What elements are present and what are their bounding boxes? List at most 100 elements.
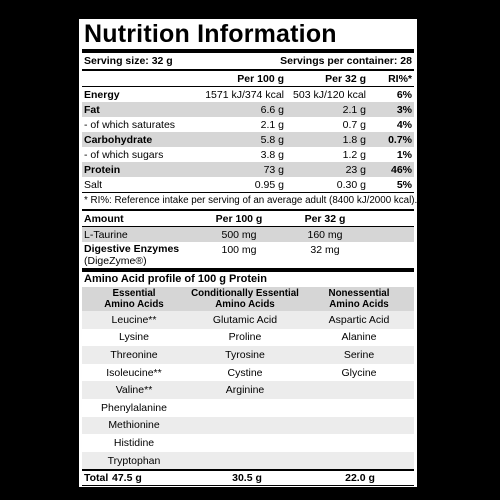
nutrient-name: Energy bbox=[84, 88, 120, 101]
ingredient-table: L-Taurine 500 mg 160 mg Digestive Enzymes (D… bbox=[82, 227, 414, 268]
amino-cell: Methionine bbox=[108, 419, 160, 432]
nutrition-header-cell: Per 100 g bbox=[237, 72, 284, 85]
ingredient-header-cell: Amount bbox=[84, 212, 124, 225]
nutrient-ri: 46% bbox=[390, 163, 412, 176]
nutrition-label: Nutrition Information Serving size: 32 g… bbox=[79, 19, 418, 498]
ingredient-header-cell: Per 32 g bbox=[304, 212, 346, 225]
nutrient-ri: 4% bbox=[396, 118, 412, 131]
amino-row: Valine** Arginine bbox=[82, 381, 414, 399]
amino-header-line: Essential bbox=[112, 288, 156, 299]
nutrient-name: Salt bbox=[84, 178, 103, 191]
amino-cell: Glutamic Acid bbox=[212, 313, 278, 326]
nutrient-per32: 2.1 g bbox=[342, 103, 366, 116]
amino-row: Histidine bbox=[82, 434, 414, 452]
nutrition-header-row: Per 100 g Per 32 g RI%* bbox=[82, 71, 414, 86]
divider bbox=[82, 485, 414, 487]
divider bbox=[82, 226, 414, 227]
nutrient-per32: 1.2 g bbox=[342, 148, 366, 161]
ingredient-name: L-Taurine bbox=[84, 228, 128, 241]
serving-size: Serving size: 32 g bbox=[84, 55, 173, 67]
ingredient-header-cell: Per 100 g bbox=[215, 212, 263, 225]
divider bbox=[82, 268, 414, 272]
amino-cell: Isoleucine** bbox=[106, 366, 162, 379]
amino-header-row: Essential Amino Acids Conditionally Essent… bbox=[82, 287, 414, 311]
amino-header-cell: Essential Amino Acids bbox=[82, 288, 186, 310]
amino-cell: Threonine bbox=[110, 348, 158, 361]
nutrient-name: Carbohydrate bbox=[84, 133, 153, 146]
ingredient-per32: 160 mg bbox=[307, 228, 343, 241]
nutrition-row: - of which saturates 2.1 g 0.7 g 4% bbox=[82, 117, 414, 132]
ri-note: * RI%: Reference intake per serving of a… bbox=[84, 195, 418, 206]
nutrient-ri: 3% bbox=[396, 103, 412, 116]
amino-table: Leucine** Glutamic Acid Aspartic Acid Lysin… bbox=[82, 311, 414, 470]
amino-header-line: Nonessential bbox=[328, 288, 390, 299]
nutrient-per100: 5.8 g bbox=[260, 133, 284, 146]
nutrition-table: Energy 1571 kJ/374 kcal 503 kJ/120 kcal 6% F… bbox=[82, 87, 414, 192]
nutrient-name: Fat bbox=[84, 103, 100, 116]
nutrient-ri: 5% bbox=[396, 178, 412, 191]
nutrition-row: Fat 6.6 g 2.1 g 3% bbox=[82, 102, 414, 117]
nutrition-row: - of which sugars 3.8 g 1.2 g 1% bbox=[82, 147, 414, 162]
nutrition-row: Salt 0.95 g 0.30 g 5% bbox=[82, 177, 414, 192]
divider bbox=[82, 469, 414, 472]
nutrient-per32: 0.7 g bbox=[342, 118, 366, 131]
amino-header-line: Amino Acids bbox=[215, 299, 275, 310]
nutrient-ri: 0.7% bbox=[388, 133, 412, 146]
amino-cell: Valine** bbox=[115, 384, 153, 397]
divider bbox=[82, 49, 414, 53]
nutrient-per32: 1.8 g bbox=[342, 133, 366, 146]
amino-cell: Proline bbox=[228, 331, 262, 344]
nutrient-per100: 6.6 g bbox=[260, 103, 284, 116]
ingredient-row: Digestive Enzymes (DigeZyme®) 100 mg 32 mg bbox=[82, 242, 414, 268]
nutrient-per32: 503 kJ/120 kcal bbox=[293, 88, 366, 101]
total-label: Total bbox=[84, 472, 109, 485]
serving-row: Serving size: 32 g Servings per containe… bbox=[82, 53, 414, 69]
amino-cell: Tyrosine bbox=[225, 348, 265, 361]
total-conditional: 30.5 g bbox=[232, 472, 262, 485]
nutrition-row: Protein 73 g 23 g 46% bbox=[82, 162, 414, 177]
nutrient-per100: 1571 kJ/374 kcal bbox=[205, 88, 284, 101]
amino-cell: Arginine bbox=[225, 384, 265, 397]
amino-header-cell: Nonessential Amino Acids bbox=[304, 288, 414, 310]
bcaa-note: ** Total BCAAs: 22.9 g bbox=[84, 487, 184, 499]
divider bbox=[82, 192, 414, 193]
amino-header-line: Amino Acids bbox=[104, 299, 164, 310]
nutrition-header-cell: Per 32 g bbox=[325, 72, 366, 85]
nutrient-per32: 23 g bbox=[345, 163, 366, 176]
ingredient-name-cell: Digestive Enzymes (DigeZyme®) bbox=[82, 242, 194, 267]
amino-total-row: Total 47.5 g 30.5 g 22.0 g bbox=[82, 471, 414, 485]
amino-row: Phenylalanine bbox=[82, 398, 414, 417]
nutrition-row: Carbohydrate 5.8 g 1.8 g 0.7% bbox=[82, 132, 414, 147]
nutrient-ri: 1% bbox=[396, 148, 412, 161]
label-title: Nutrition Information bbox=[84, 20, 337, 48]
nutrient-name: - of which saturates bbox=[84, 118, 176, 131]
nutrient-per32: 0.30 g bbox=[336, 178, 366, 191]
ingredient-name-cell: L-Taurine bbox=[82, 229, 194, 241]
nutrient-name: - of which sugars bbox=[84, 148, 164, 161]
amino-cell: Phenylalanine bbox=[101, 401, 167, 414]
ingredient-name: Digestive Enzymes bbox=[84, 243, 180, 255]
amino-row: Threonine Tyrosine Serine bbox=[82, 346, 414, 364]
total-nonessential: 22.0 g bbox=[345, 472, 375, 485]
divider bbox=[82, 86, 414, 87]
nutrient-per100: 2.1 g bbox=[260, 118, 284, 131]
nutrient-per100: 3.8 g bbox=[260, 148, 284, 161]
amino-header-line: Amino Acids bbox=[329, 299, 389, 310]
total-essential: 47.5 g bbox=[112, 472, 142, 485]
amino-cell: Cystine bbox=[227, 366, 263, 379]
ingredient-per100: 500 mg bbox=[221, 228, 257, 241]
ingredient-per32: 32 mg bbox=[310, 244, 340, 256]
amino-row: Methionine bbox=[82, 416, 414, 435]
amino-cell: Lysine bbox=[119, 331, 149, 344]
amino-cell: Leucine** bbox=[111, 313, 157, 326]
amino-cell: Serine bbox=[343, 348, 375, 361]
amino-row: Isoleucine** Cystine Glycine bbox=[82, 363, 414, 382]
amino-row: Tryptophan bbox=[82, 451, 414, 470]
divider bbox=[82, 69, 414, 71]
amino-title: Amino Acid profile of 100 g Protein bbox=[84, 273, 267, 285]
nutrient-name: Protein bbox=[84, 163, 121, 176]
ingredient-subname: (DigeZyme®) bbox=[84, 255, 147, 267]
servings-per-container: Servings per container: 28 bbox=[280, 55, 412, 67]
amino-row: Lysine Proline Alanine bbox=[82, 328, 414, 347]
nutrition-row: Energy 1571 kJ/374 kcal 503 kJ/120 kcal 6% bbox=[82, 87, 414, 102]
